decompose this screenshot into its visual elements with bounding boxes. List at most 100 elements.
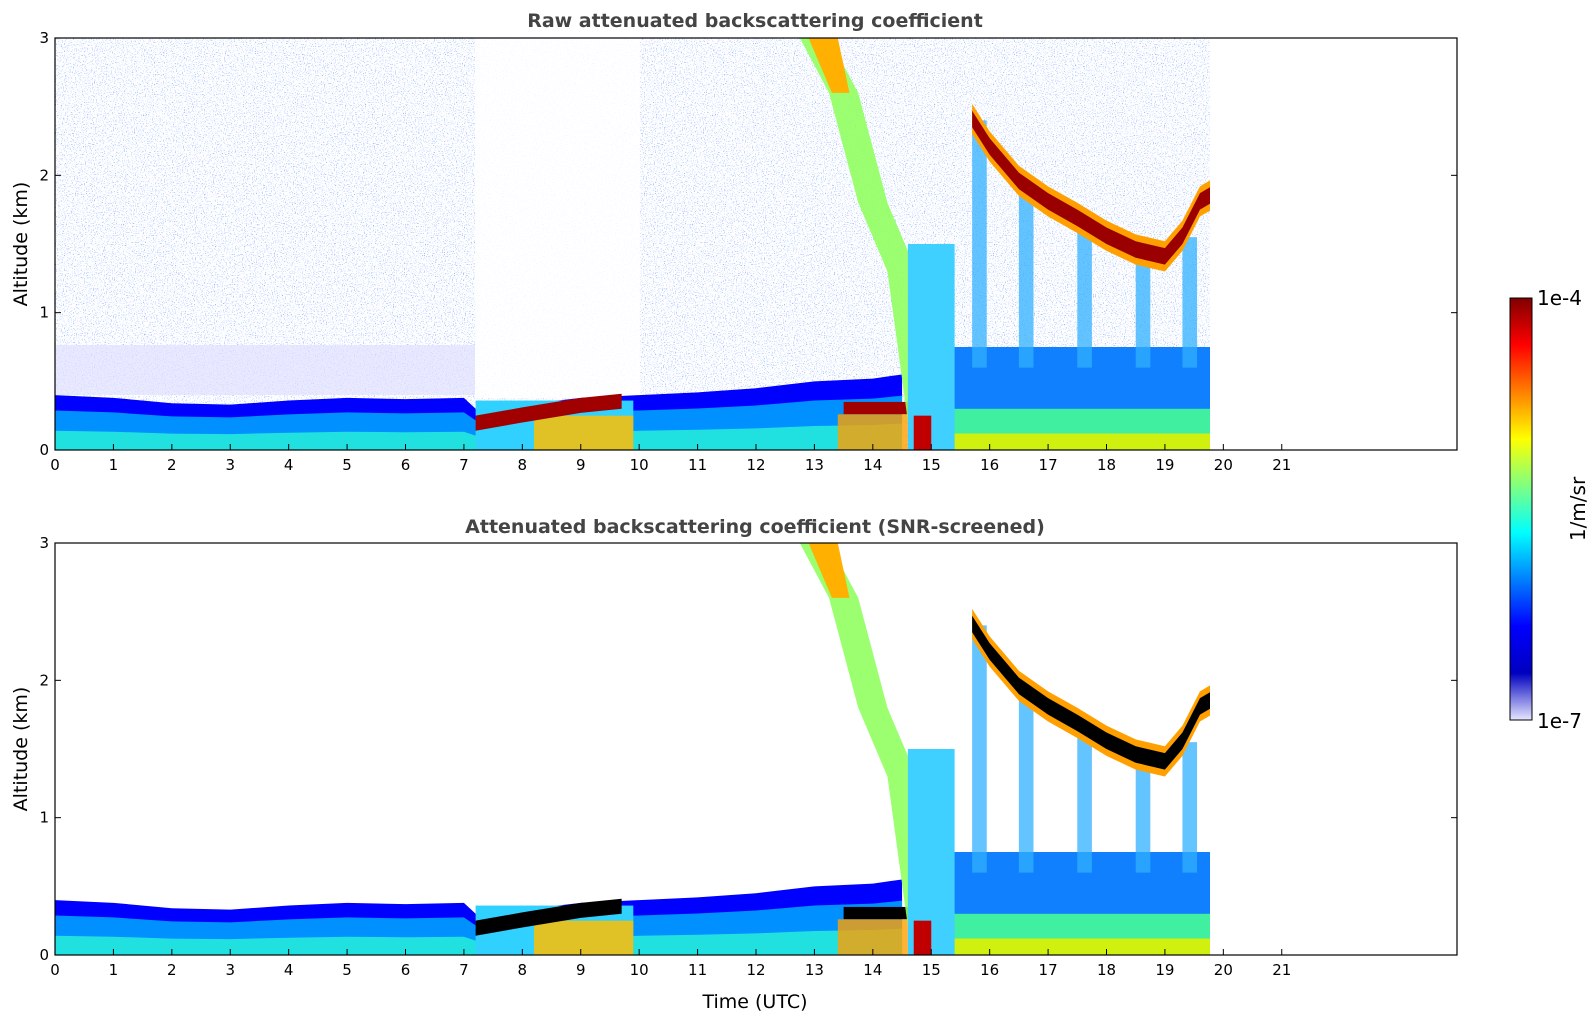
virga-streak [1135,755,1151,873]
x-tick-label: 9 [576,456,586,474]
plume [799,38,941,444]
aerosol-layer [475,393,622,431]
x-tick-label: 15 [922,961,941,979]
aerosol-dense [534,920,634,955]
x-tick-label: 17 [1039,456,1058,474]
x-tick-label: 2 [167,456,177,474]
virga-streak [1135,250,1151,368]
x-tick-label: 18 [1097,456,1116,474]
y-tick-label: 3 [39,29,49,47]
y-tick-label: 2 [39,166,49,184]
virga-streak [1223,694,1238,873]
x-tick-label: 4 [284,456,294,474]
x-tick-label: 1 [109,456,119,474]
y-tick-label: 1 [39,809,49,827]
rain-column [1247,763,1259,955]
x-tick-label: 0 [50,961,60,979]
x-tick-label: 5 [342,961,352,979]
x-tick-label: 7 [459,961,469,979]
virga-streak [1182,237,1198,368]
plume-top [808,543,850,598]
x-tick-label: 7 [459,456,469,474]
x-tick-label: 18 [1097,961,1116,979]
surface-hotspot [913,920,932,955]
plume-top [808,38,850,93]
cloud-layer [972,110,1210,265]
screened-heatmap [55,543,1273,955]
virga-streak [1077,219,1092,368]
x-tick-label: 0 [50,456,60,474]
x-tick-label: 3 [225,961,235,979]
colorbar-unit-label: 1/m/sr [1566,476,1590,541]
x-tick-label: 15 [922,456,941,474]
virga-streak [1223,189,1238,368]
surface-hotspot [913,415,932,450]
x-tick-label: 11 [688,961,707,979]
virga-streak [1258,756,1273,873]
x-tick-label: 2 [167,961,177,979]
virga-streak [1077,724,1092,873]
raw-panel: Raw attenuated backscattering coefficien… [10,10,1458,474]
x-tick-label: 6 [401,456,411,474]
x-tick-label: 20 [1214,961,1233,979]
colorbar-max-label: 1e-4 [1537,286,1582,310]
x-tick-label: 13 [805,961,824,979]
x-tick-label: 8 [518,961,528,979]
virga-streak [1182,742,1198,873]
rain-column [1247,258,1259,450]
x-tick-label: 21 [1272,961,1291,979]
x-tick-label: 20 [1214,456,1233,474]
x-tick-label: 19 [1155,456,1174,474]
x-tick-label: 14 [863,456,882,474]
y-tick-label: 0 [39,441,49,459]
x-tick-label: 11 [688,456,707,474]
afternoon-near-ground [913,938,1210,955]
x-tick-label: 13 [805,456,824,474]
afternoon-near-ground [913,433,1210,450]
x-tick-label: 3 [225,456,235,474]
raw-heatmap [55,38,1273,450]
x-tick-label: 12 [746,456,765,474]
x-tick-label: 10 [630,961,649,979]
x-axis-label: Time (UTC) [701,991,807,1013]
y-tick-label: 0 [39,946,49,964]
x-tick-label: 9 [576,961,586,979]
virga-streak [1258,251,1273,368]
colorbar-bar [1509,297,1533,721]
cloud-layer [972,615,1210,770]
virga-streak [1018,687,1034,873]
raw-y-axis-label: Altitude (km) [10,182,32,307]
virga-streak [972,120,987,368]
x-tick-label: 10 [630,456,649,474]
x-tick-label: 1 [109,961,119,979]
x-tick-label: 16 [980,961,999,979]
x-tick-label: 5 [342,456,352,474]
colorbar: 1e-4 1e-7 1/m/sr [1509,286,1590,733]
screened-y-axis-label: Altitude (km) [10,687,32,812]
screened-panel-title: Attenuated backscattering coefficient (S… [465,516,1045,538]
low-layer-14h [843,906,908,920]
y-tick-label: 3 [39,534,49,552]
x-tick-label: 14 [863,961,882,979]
raw-panel-title: Raw attenuated backscattering coefficien… [527,10,983,32]
x-tick-label: 8 [518,456,528,474]
x-tick-label: 16 [980,456,999,474]
screened-panel: Attenuated backscattering coefficient (S… [10,516,1458,1013]
x-tick-label: 4 [284,961,294,979]
virga-streak [972,625,987,873]
x-tick-label: 19 [1155,961,1174,979]
x-tick-label: 17 [1039,961,1058,979]
y-tick-label: 1 [39,304,49,322]
x-tick-label: 21 [1272,456,1291,474]
low-layer-14h [843,401,908,415]
y-tick-label: 2 [39,671,49,689]
x-tick-label: 12 [746,961,765,979]
aerosol-layer [475,898,622,936]
x-tick-label: 6 [401,961,411,979]
virga-streak [1018,182,1034,368]
aerosol-dense [534,415,634,450]
colorbar-min-label: 1e-7 [1537,709,1582,733]
